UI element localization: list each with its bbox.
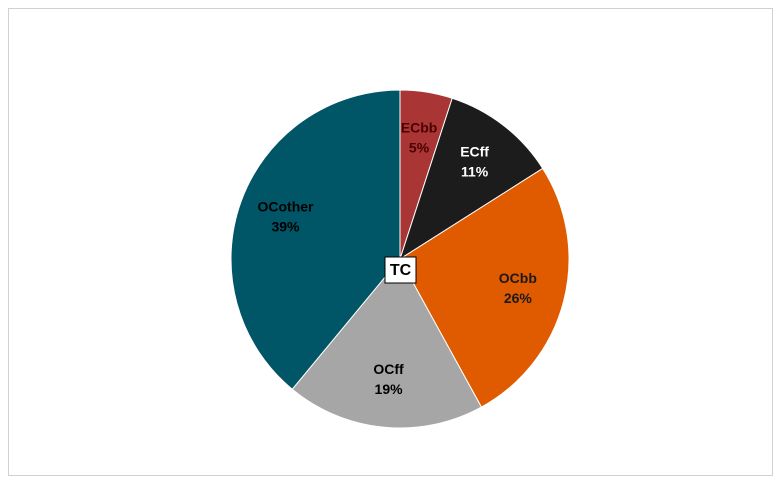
slice-value-label: 26% <box>504 290 533 306</box>
pie-slice <box>230 89 401 390</box>
pie-slice <box>399 167 570 408</box>
slice-value-label: 19% <box>375 381 404 397</box>
title-box <box>384 256 417 284</box>
slice-category-label: ECbb <box>401 120 438 136</box>
pie-slice <box>399 97 544 261</box>
slice-value-label: 39% <box>271 218 300 234</box>
slice-category-label: OCbb <box>499 270 537 286</box>
pie-slice <box>291 258 483 429</box>
slice-category-label: OCff <box>373 361 404 377</box>
slice-value-label: 11% <box>461 164 489 180</box>
slice-category-label: ECff <box>460 144 489 160</box>
slice-category-label: OCother <box>258 198 315 214</box>
slice-value-label: 5% <box>409 140 430 156</box>
chart-title: TC <box>390 262 412 279</box>
